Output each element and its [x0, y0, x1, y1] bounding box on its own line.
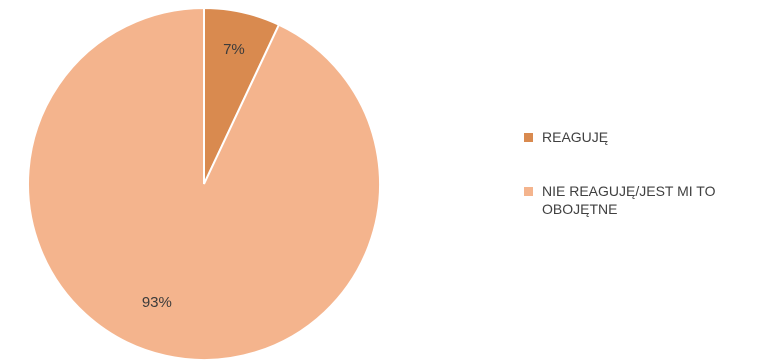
legend: REAGUJĘ NIE REAGUJĘ/JEST MI TO OBOJĘTNE [524, 128, 764, 254]
legend-swatch-nie-reaguje [524, 187, 533, 196]
legend-item-nie-reaguje: NIE REAGUJĘ/JEST MI TO OBOJĘTNE [524, 182, 764, 218]
data-label-reaguje: 7% [223, 41, 245, 58]
legend-label-reaguje: REAGUJĘ [542, 129, 609, 145]
pie-slice-nie-reaguje [27, 6, 381, 361]
legend-item-reaguje: REAGUJĘ [524, 128, 764, 146]
legend-label-nie-reaguje: NIE REAGUJĘ/JEST MI TO OBOJĘTNE [542, 183, 716, 217]
data-label-nie-reaguje: 93% [142, 294, 172, 311]
pie-plot-area: 7% 93% [27, 6, 381, 361]
legend-swatch-reaguje [524, 133, 533, 142]
pie-data-labels: 7% 93% [142, 41, 245, 311]
pie-slices [27, 6, 381, 361]
